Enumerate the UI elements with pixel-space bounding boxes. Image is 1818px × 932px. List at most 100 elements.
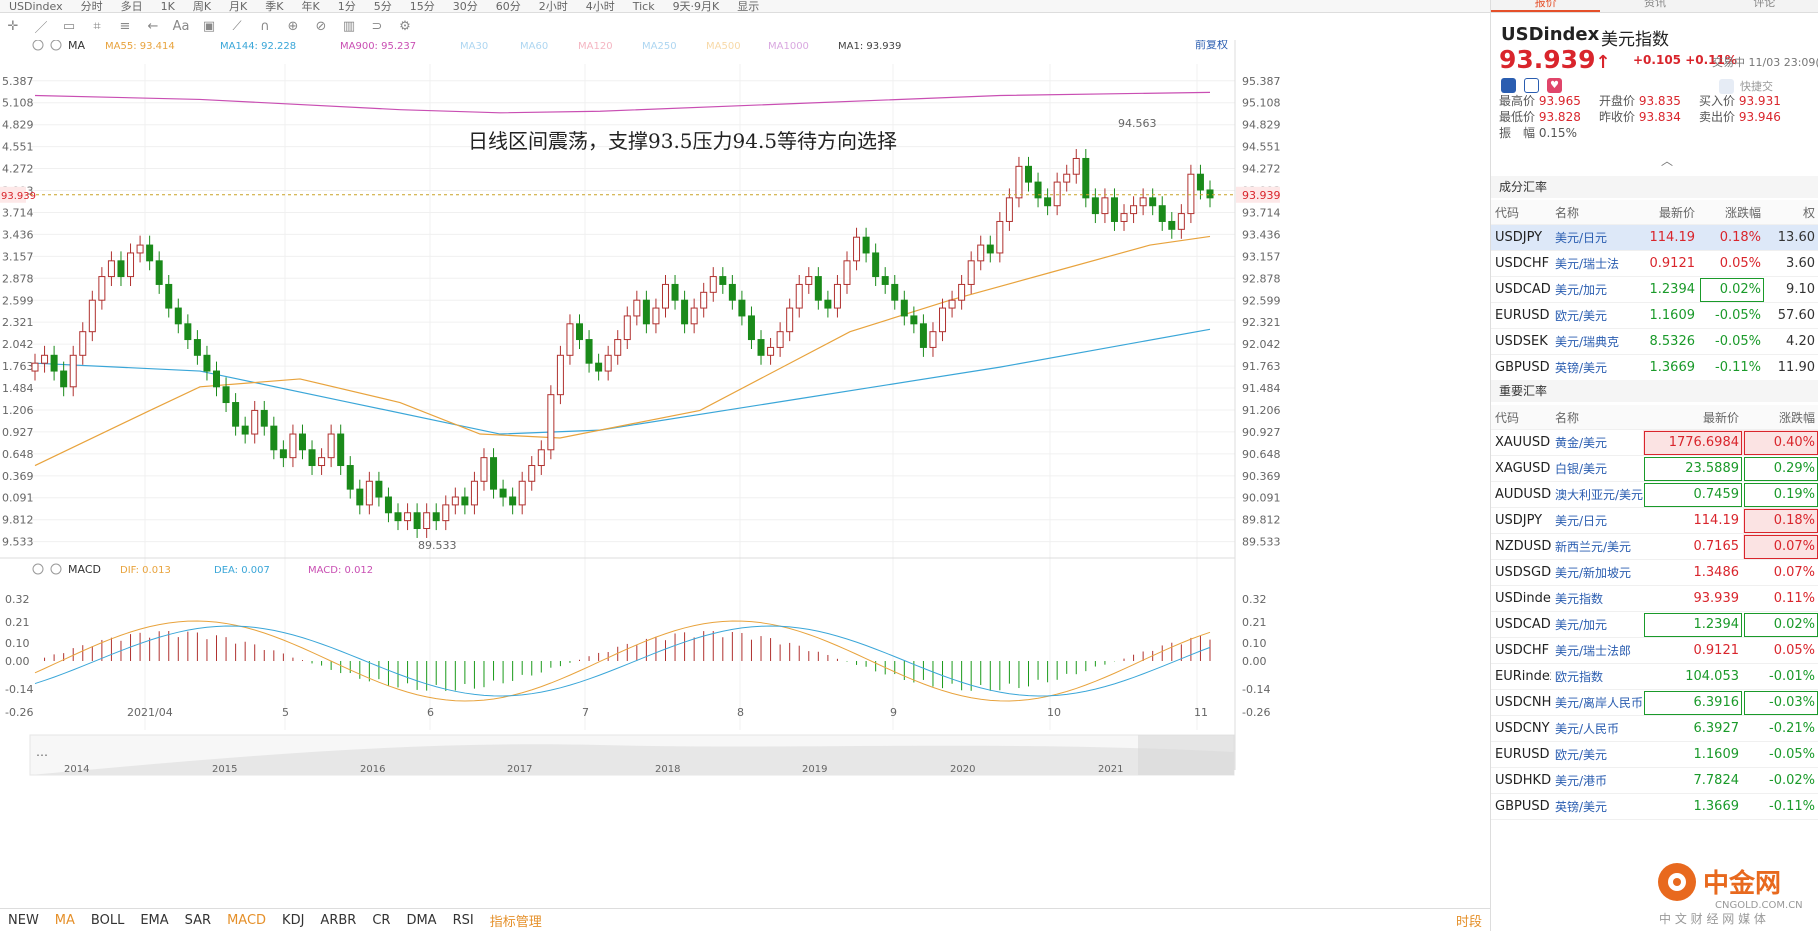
bell-icon[interactable] xyxy=(1719,78,1734,94)
navigator-window[interactable] xyxy=(1138,735,1234,775)
timeframe-14[interactable]: 4小时 xyxy=(585,0,615,13)
arrow-icon[interactable]: ← xyxy=(147,18,159,34)
collapse-chevron-icon[interactable]: ︿ xyxy=(1661,154,1674,168)
indicator-11[interactable]: 指标管理 xyxy=(489,915,542,930)
logo-url: CNGOLD.COM.CN xyxy=(1715,900,1803,911)
indicator-0[interactable]: NEW xyxy=(8,913,39,928)
settings-icon[interactable]: ⚙ xyxy=(399,18,411,34)
lock-icon[interactable]: ⊕ xyxy=(287,18,299,34)
line-icon[interactable]: ／ xyxy=(34,20,48,36)
candlestick-chart[interactable]: 95.3875.38795.1085.10894.8294.82994.5514… xyxy=(0,40,1490,908)
candle xyxy=(652,298,660,334)
ruler-icon[interactable]: ⟋ xyxy=(232,18,242,34)
timeframe-9[interactable]: 5分 xyxy=(373,0,392,13)
col-header[interactable]: 最新价 xyxy=(1643,405,1743,430)
table-row[interactable]: EURUSD 欧元/美元 1.1609 -0.05% 57.60 xyxy=(1491,302,1818,329)
indicator-7[interactable]: ARBR xyxy=(320,913,357,928)
quick-trade[interactable]: 快捷交 xyxy=(1719,78,1773,94)
table-row[interactable]: XAGUSD 白银/美元 23.5889 0.29% xyxy=(1491,455,1818,482)
link-icon[interactable]: ⊃ xyxy=(371,18,383,34)
col-header[interactable]: 代码 xyxy=(1491,200,1551,225)
timeframe-8[interactable]: 1分 xyxy=(337,0,356,13)
timeframe-5[interactable]: 月K xyxy=(229,0,248,13)
table-row[interactable]: USDCNH 美元/离岸人民币 6.3916 -0.03% xyxy=(1491,689,1818,716)
timeframe-2[interactable]: 多日 xyxy=(120,0,143,13)
indicator-1[interactable]: MA xyxy=(54,913,75,928)
col-header[interactable]: 名称 xyxy=(1551,405,1643,430)
table-row[interactable]: AUDUSD 澳大利亚元/美元 0.7459 0.19% xyxy=(1491,481,1818,508)
indicator-6[interactable]: KDJ xyxy=(282,913,305,928)
globe-icon[interactable] xyxy=(1501,78,1516,93)
col-header[interactable]: 最新价 xyxy=(1633,200,1699,225)
table-row[interactable]: USDCHF 美元/瑞士法 0.9121 0.05% 3.60 xyxy=(1491,250,1818,277)
session-button[interactable]: 时段 xyxy=(1455,915,1482,930)
timeframe-13[interactable]: 2小时 xyxy=(538,0,568,13)
timeframe-16[interactable]: 9天·9月K xyxy=(672,0,720,13)
comment-icon[interactable]: ▣ xyxy=(202,18,216,34)
timeframe-10[interactable]: 15分 xyxy=(409,0,435,13)
col-header[interactable]: 涨跌幅 xyxy=(1699,200,1765,225)
table-row[interactable]: EURUSD 欧元/美元 1.1609 -0.05% xyxy=(1491,741,1818,768)
table-row[interactable]: XAUUSD 黄金/美元 1776.6984 0.40% xyxy=(1491,429,1818,456)
timeframe-11[interactable]: 30分 xyxy=(452,0,478,13)
indicator-8[interactable]: CR xyxy=(372,913,391,928)
left-axis-label: 4.829 xyxy=(2,119,34,132)
col-header[interactable]: 权 xyxy=(1765,200,1818,225)
table-row[interactable]: USDCNY 美元/人民币 6.3927 -0.21% xyxy=(1491,715,1818,742)
cell-name: 欧元指数 xyxy=(1551,663,1643,690)
timeframe-7[interactable]: 年K xyxy=(301,0,320,13)
doc-icon[interactable] xyxy=(1524,78,1539,93)
eye-icon[interactable]: ⊘ xyxy=(315,18,327,34)
timeframe-12[interactable]: 60分 xyxy=(495,0,521,13)
rect-icon[interactable]: ▭ xyxy=(62,18,76,34)
table-row[interactable]: USDSGD 美元/新加坡元 1.3486 0.07% xyxy=(1491,559,1818,586)
trade-time: 交易中 11/03 23:09(美 xyxy=(1712,56,1818,69)
cell-code: USDindex xyxy=(1491,585,1551,612)
low-marker-label: 89.533 xyxy=(418,539,457,552)
timeframe-4[interactable]: 周K xyxy=(192,0,212,13)
table-row[interactable]: USDSEK 美元/瑞典克 8.5326 -0.05% 4.20 xyxy=(1491,328,1818,355)
col-header[interactable]: 名称 xyxy=(1551,200,1633,225)
adjust-button[interactable]: 前复权 xyxy=(1195,40,1228,51)
indicator-3[interactable]: EMA xyxy=(140,913,169,928)
indicator-2[interactable]: BOLL xyxy=(90,913,125,928)
panel-tab-0[interactable]: 报价 xyxy=(1491,0,1601,12)
table-row[interactable]: EURindex欧元指数104.053-0.01% xyxy=(1491,663,1818,690)
indicator-4[interactable]: SAR xyxy=(184,913,212,928)
table-row[interactable]: USDCAD 美元/加元 1.2394 0.02% xyxy=(1491,611,1818,638)
cell-name: 美元/离岸人民币 xyxy=(1551,689,1643,716)
text-icon[interactable]: Aa xyxy=(172,18,190,34)
crosshair-icon[interactable]: ✛ xyxy=(7,18,19,34)
candle xyxy=(1149,188,1157,216)
panel-tab-1[interactable]: 资讯 xyxy=(1643,0,1666,9)
timeframe-6[interactable]: 季K xyxy=(265,0,284,13)
indicator-10[interactable]: RSI xyxy=(452,913,474,928)
panel-tab-2[interactable]: 评论 xyxy=(1753,0,1776,9)
table-row[interactable]: USDJPY 美元/日元 114.19 0.18% 13.60 xyxy=(1491,224,1818,251)
fib-icon[interactable]: ⌗ xyxy=(93,18,101,34)
indicator-5[interactable]: MACD xyxy=(227,913,267,928)
table-row[interactable]: USDHKD 美元/港币 7.7824 -0.02% xyxy=(1491,767,1818,794)
timeframe-3[interactable]: 1K xyxy=(160,0,175,13)
timeframe-15[interactable]: Tick xyxy=(632,0,655,13)
table-row[interactable]: USDJPY 美元/日元 114.19 0.18% xyxy=(1491,507,1818,534)
trash-icon[interactable]: ▥ xyxy=(342,18,356,34)
heart-icon[interactable]: ♥ xyxy=(1547,78,1562,93)
table-row[interactable]: USDCAD 美元/加元 1.2394 0.02% 9.10 xyxy=(1491,276,1818,303)
table-row[interactable]: USDCHF 美元/瑞士法郎 0.9121 0.05% xyxy=(1491,637,1818,664)
macd-axis-right: -0.14 xyxy=(1242,683,1270,696)
timeframe-0[interactable]: USDindex xyxy=(9,0,63,13)
col-header[interactable]: 涨跌幅 xyxy=(1743,405,1818,430)
col-header[interactable]: 代码 xyxy=(1491,405,1551,430)
magnet-icon[interactable]: ∩ xyxy=(260,18,270,34)
candle xyxy=(251,400,259,444)
table-row[interactable]: GBPUSD 英镑/美元 1.3669 -0.11% 11.90 xyxy=(1491,354,1818,381)
channel-icon[interactable]: ≡ xyxy=(119,18,131,34)
timeframe-17[interactable]: 显示 xyxy=(737,0,760,13)
indicator-9[interactable]: DMA xyxy=(406,913,437,928)
table-row[interactable]: NZDUSD 新西兰元/美元 0.7165 0.07% xyxy=(1491,533,1818,560)
table-row[interactable]: GBPUSD 英镑/美元 1.3669 -0.11% xyxy=(1491,793,1818,820)
cell-price: 1776.6984 xyxy=(1643,429,1743,456)
timeframe-1[interactable]: 分时 xyxy=(80,0,103,13)
